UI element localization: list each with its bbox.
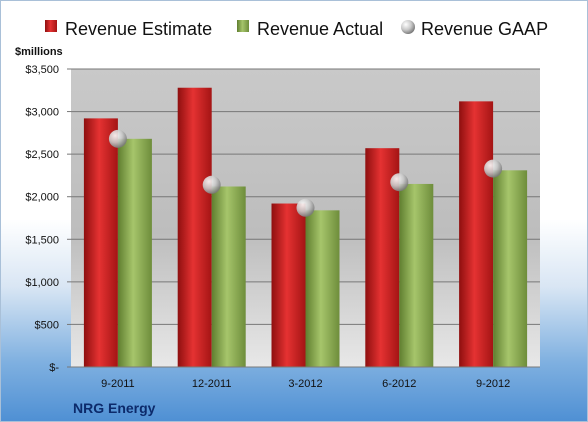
x-tick-label: 9-2012 — [476, 378, 510, 390]
bar-revenue-estimate — [459, 101, 494, 368]
marker-revenue-gaap — [484, 159, 503, 178]
x-tick-label: 9-2011 — [101, 378, 134, 390]
bar-revenue-estimate — [271, 203, 306, 367]
y-tick-label: $500 — [35, 319, 59, 331]
legend-swatch-actual — [237, 20, 249, 32]
y-tick-label: $3,500 — [25, 64, 59, 76]
y-axis-ticks: $- $500 $1,000 $1,500 $2,000 $2,500 $3,000 $3,5… — [25, 64, 59, 374]
bar-revenue-actual — [305, 210, 340, 367]
bar-revenue-actual — [117, 138, 152, 367]
marker-revenue-gaap — [202, 175, 221, 194]
x-tick-label: 12-2011 — [192, 378, 232, 390]
marker-revenue-gaap — [296, 198, 315, 217]
legend-label-estimate: Revenue Estimate — [65, 19, 212, 39]
legend-swatch-estimate — [45, 20, 57, 32]
company-name: NRG Energy — [73, 400, 156, 416]
legend-label-actual: Revenue Actual — [257, 19, 383, 39]
y-tick-label: $2,500 — [25, 149, 59, 161]
legend-label-gaap: Revenue GAAP — [421, 19, 548, 39]
legend-swatch-gaap — [401, 20, 415, 34]
gaap-markers — [108, 129, 503, 217]
bars — [83, 87, 528, 368]
marker-revenue-gaap — [390, 173, 409, 192]
y-tick-label: $3,000 — [25, 107, 59, 119]
y-tick-label: $1,000 — [25, 277, 59, 289]
legend: Revenue Estimate Revenue Actual Revenue … — [45, 19, 548, 39]
bar-revenue-actual — [493, 170, 528, 367]
bar-revenue-estimate — [83, 118, 118, 367]
y-tick-label: $- — [49, 362, 59, 374]
bar-revenue-actual — [211, 186, 246, 367]
y-tick-label: $2,000 — [25, 192, 59, 204]
y-axis-unit-label: $millions — [15, 46, 63, 58]
x-tick-label: 6-2012 — [382, 378, 416, 390]
x-axis-ticks: 9-2011 12-2011 3-2012 6-2012 9-2012 — [101, 378, 510, 390]
marker-revenue-gaap — [108, 129, 127, 148]
y-tick-label: $1,500 — [25, 234, 59, 246]
bar-revenue-actual — [399, 183, 434, 367]
bar-revenue-estimate — [177, 87, 212, 367]
x-tick-label: 3-2012 — [288, 378, 322, 390]
